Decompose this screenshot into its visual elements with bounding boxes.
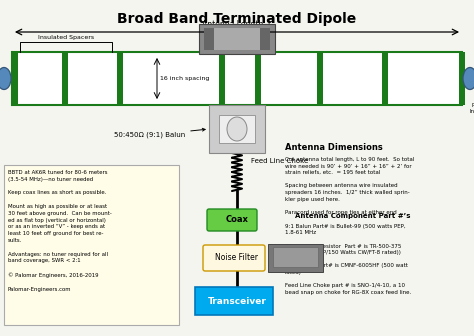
Bar (204, 28, 270, 50)
Bar (12, 52, 18, 105)
Ellipse shape (0, 68, 11, 89)
Text: 500Ω Resistor: 500Ω Resistor (210, 42, 264, 51)
Text: Rope &
Insulator: Rope & Insulator (470, 103, 474, 114)
FancyBboxPatch shape (207, 209, 257, 231)
Text: Cut antenna total length, L to 90 feet.  So total
wire needed is 90’ + 90’ + 16”: Cut antenna total length, L to 90 feet. … (285, 157, 414, 215)
Ellipse shape (227, 117, 247, 141)
Text: Broad Band Terminated Dipole: Broad Band Terminated Dipole (118, 12, 356, 26)
Text: 50:450Ω (9:1) Balun: 50:450Ω (9:1) Balun (114, 128, 205, 138)
Text: Coax: Coax (226, 215, 248, 224)
Bar (62, 52, 68, 105)
Bar (255, 52, 261, 105)
Text: Noise Filter: Noise Filter (216, 253, 258, 262)
Text: Insulated Spacers: Insulated Spacers (38, 35, 94, 40)
Bar (459, 52, 465, 105)
Bar (273, 247, 318, 267)
Bar (317, 52, 323, 105)
Text: BBTD at AK6R tuned for 80-6 meters
(3.5-54 MHz)—no tuner needed

Keep coax lines: BBTD at AK6R tuned for 80-6 meters (3.5-… (8, 170, 112, 292)
Bar (195, 287, 273, 315)
Bar (209, 105, 265, 153)
Bar (4, 165, 179, 325)
Ellipse shape (463, 68, 474, 89)
Bar (219, 52, 225, 105)
Text: Feed Line Choke: Feed Line Choke (251, 158, 308, 164)
Text: 9:1 Balun Part# is Bullet-99 (500 watts PEP,
1.8-61 MHz

Termination Resistor  P: 9:1 Balun Part# is Bullet-99 (500 watts … (285, 224, 411, 295)
Bar (382, 52, 388, 105)
Bar (199, 24, 275, 54)
Bar (219, 115, 255, 143)
Text: 16 inch spacing: 16 inch spacing (160, 76, 210, 81)
Bar (12, 52, 462, 105)
Text: Antenna Dimensions: Antenna Dimensions (285, 143, 383, 152)
Bar (204, 28, 214, 50)
Text: Transceiver: Transceiver (208, 296, 266, 305)
FancyBboxPatch shape (203, 245, 265, 271)
Bar (260, 28, 270, 50)
Bar (117, 52, 123, 105)
Text: Antenna Component Part #’s: Antenna Component Part #’s (295, 213, 410, 219)
Bar (268, 244, 323, 272)
Text: Antenna Length, L: Antenna Length, L (202, 20, 272, 29)
